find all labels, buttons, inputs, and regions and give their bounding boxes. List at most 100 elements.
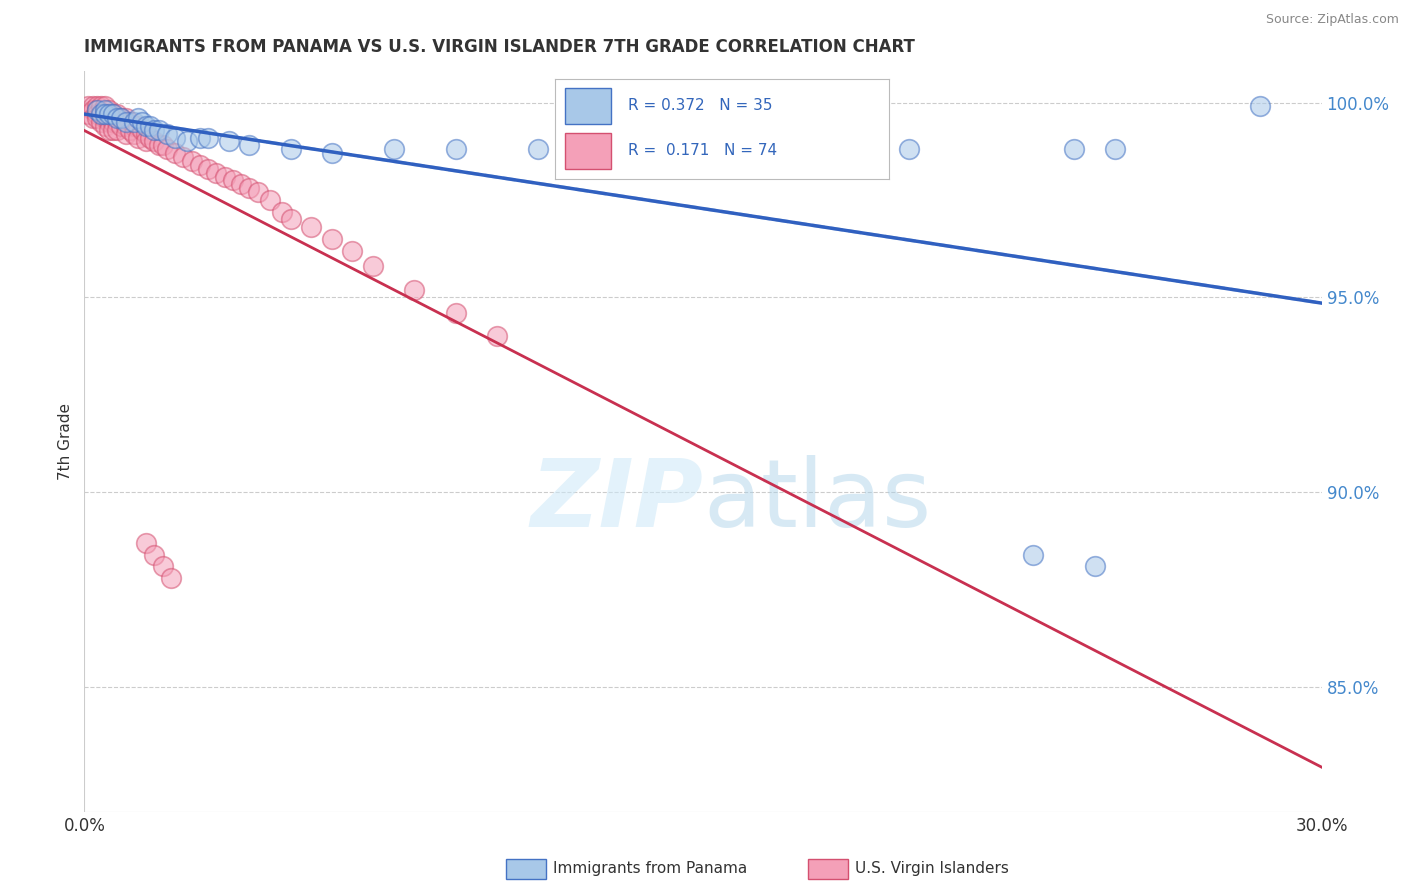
Point: [180, 153, 202, 168]
Point: [135, 127, 157, 141]
Point: [118, 115, 141, 129]
Point: [94, 99, 117, 113]
Point: [103, 115, 125, 129]
Text: ZIP: ZIP: [530, 455, 703, 547]
Point: [122, 115, 145, 129]
Point: [131, 123, 153, 137]
Point: [485, 329, 508, 343]
Point: [105, 115, 128, 129]
Point: [205, 166, 228, 180]
Point: [218, 135, 240, 149]
Point: [1063, 142, 1085, 156]
Point: [114, 127, 136, 141]
Point: [259, 193, 281, 207]
Point: [197, 130, 219, 145]
Point: [280, 142, 302, 156]
Point: [299, 220, 322, 235]
Point: [94, 107, 117, 121]
Point: [1084, 559, 1107, 574]
Point: [139, 130, 162, 145]
Point: [90, 115, 112, 129]
Point: [114, 119, 136, 133]
Point: [160, 571, 183, 585]
Point: [98, 123, 121, 137]
Point: [139, 119, 162, 133]
Point: [148, 123, 170, 137]
Point: [214, 169, 236, 184]
Point: [1249, 99, 1271, 113]
Point: [172, 150, 194, 164]
Point: [118, 123, 141, 137]
Point: [165, 130, 187, 145]
Point: [156, 127, 179, 141]
Point: [143, 548, 166, 562]
Point: [280, 212, 302, 227]
Point: [90, 99, 112, 113]
Point: [86, 103, 108, 118]
Text: IMMIGRANTS FROM PANAMA VS U.S. VIRGIN ISLANDER 7TH GRADE CORRELATION CHART: IMMIGRANTS FROM PANAMA VS U.S. VIRGIN IS…: [84, 38, 915, 56]
Point: [527, 142, 550, 156]
Point: [229, 178, 252, 192]
Point: [90, 107, 112, 121]
Point: [444, 142, 467, 156]
Point: [188, 130, 211, 145]
Point: [105, 107, 128, 121]
Point: [188, 158, 211, 172]
Point: [444, 306, 467, 320]
Point: [127, 130, 149, 145]
Point: [86, 107, 108, 121]
Point: [222, 173, 245, 187]
Point: [127, 111, 149, 125]
Point: [382, 142, 405, 156]
Point: [342, 244, 364, 258]
Point: [105, 111, 128, 125]
Point: [94, 111, 117, 125]
Point: [103, 107, 125, 121]
Point: [94, 103, 117, 118]
Point: [246, 185, 269, 199]
Point: [156, 142, 179, 156]
Point: [127, 119, 149, 133]
Point: [114, 111, 136, 125]
Point: [238, 181, 260, 195]
Point: [271, 204, 294, 219]
Point: [98, 111, 121, 125]
Point: [82, 111, 104, 125]
Point: [110, 111, 132, 125]
Text: atlas: atlas: [703, 455, 931, 547]
Point: [86, 103, 108, 118]
Point: [143, 123, 166, 137]
Point: [898, 142, 921, 156]
Point: [135, 135, 157, 149]
Point: [238, 138, 260, 153]
Point: [148, 138, 170, 153]
Point: [135, 119, 157, 133]
Point: [131, 115, 153, 129]
Point: [143, 135, 166, 149]
Point: [103, 107, 125, 121]
Y-axis label: 7th Grade: 7th Grade: [58, 403, 73, 480]
Point: [361, 259, 384, 273]
Text: Source: ZipAtlas.com: Source: ZipAtlas.com: [1265, 13, 1399, 27]
Point: [1022, 548, 1045, 562]
Point: [197, 161, 219, 176]
Point: [609, 142, 631, 156]
Point: [110, 111, 132, 125]
Point: [77, 99, 100, 113]
Point: [122, 127, 145, 141]
Point: [176, 135, 198, 149]
Point: [77, 107, 100, 121]
Point: [122, 119, 145, 133]
Point: [321, 232, 343, 246]
Point: [98, 103, 121, 118]
Text: Immigrants from Panama: Immigrants from Panama: [553, 862, 747, 876]
Point: [152, 138, 174, 153]
Point: [98, 115, 121, 129]
Point: [105, 123, 128, 137]
Point: [135, 536, 157, 550]
Point: [110, 119, 132, 133]
Point: [94, 119, 117, 133]
Point: [86, 99, 108, 113]
Point: [165, 146, 187, 161]
Point: [103, 123, 125, 137]
